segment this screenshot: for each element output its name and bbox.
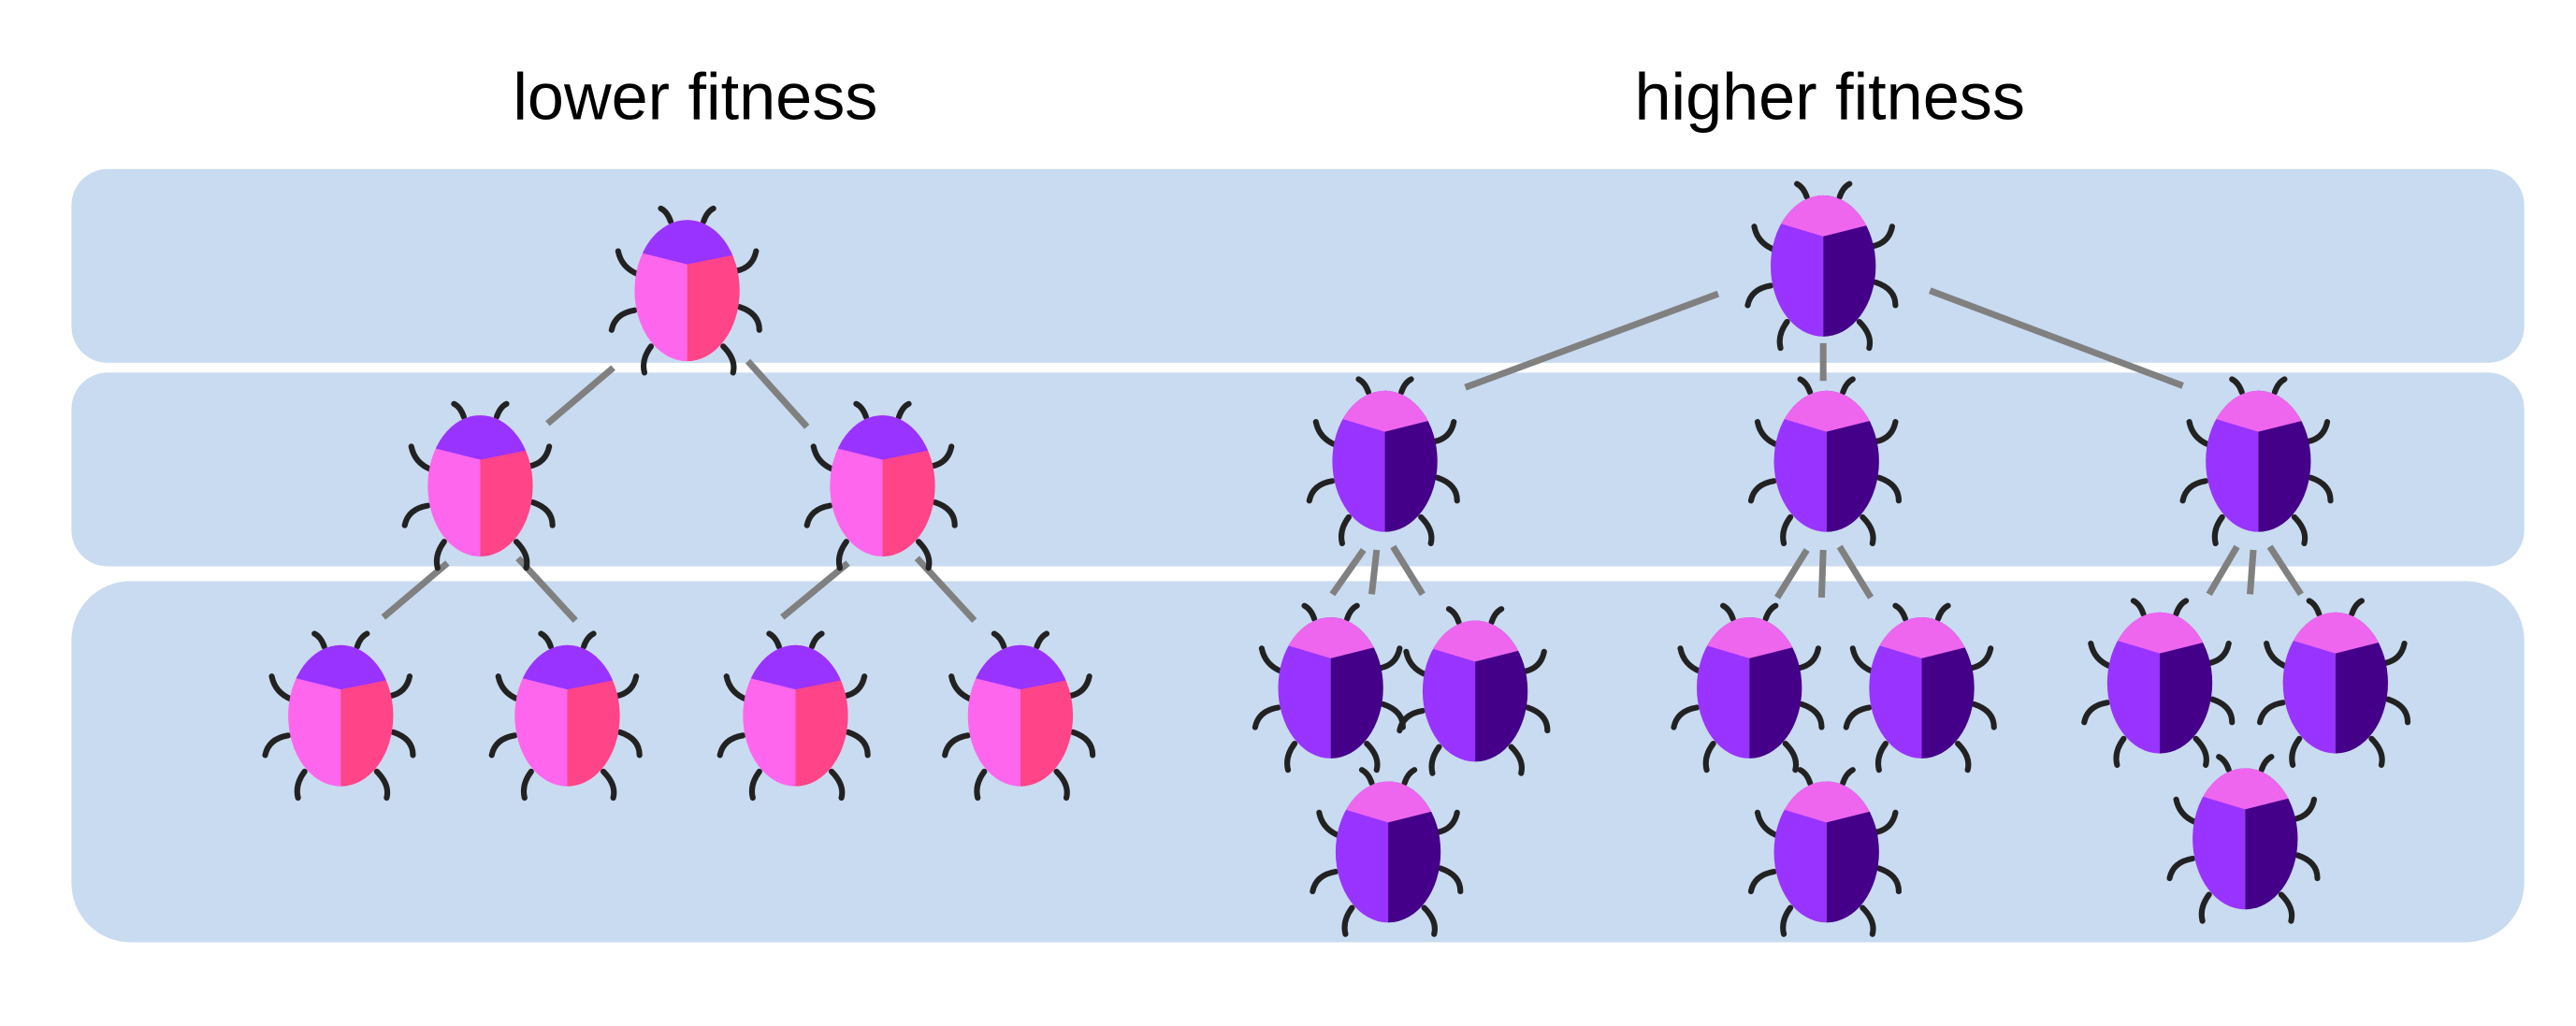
connector <box>2247 549 2257 595</box>
connector <box>1836 544 1874 600</box>
connector <box>2206 544 2240 597</box>
connectors-left <box>381 358 977 623</box>
title-left: lower fitness <box>513 59 877 133</box>
connector <box>1774 548 1810 600</box>
connector <box>745 358 810 429</box>
connector <box>381 560 450 620</box>
connector <box>2266 544 2304 597</box>
connector <box>780 560 850 620</box>
connector <box>1929 287 2184 389</box>
connector <box>1368 549 1381 595</box>
connector <box>1390 544 1425 597</box>
generation-band <box>71 168 2525 363</box>
connectors-right <box>1329 287 2304 600</box>
title-right: higher fitness <box>1634 59 2024 133</box>
generation-band <box>71 372 2525 567</box>
connector <box>1329 547 1367 597</box>
connector <box>1817 549 1827 599</box>
connector <box>545 365 615 426</box>
connector <box>914 556 977 623</box>
connector <box>515 556 578 623</box>
connector <box>1464 290 1720 391</box>
